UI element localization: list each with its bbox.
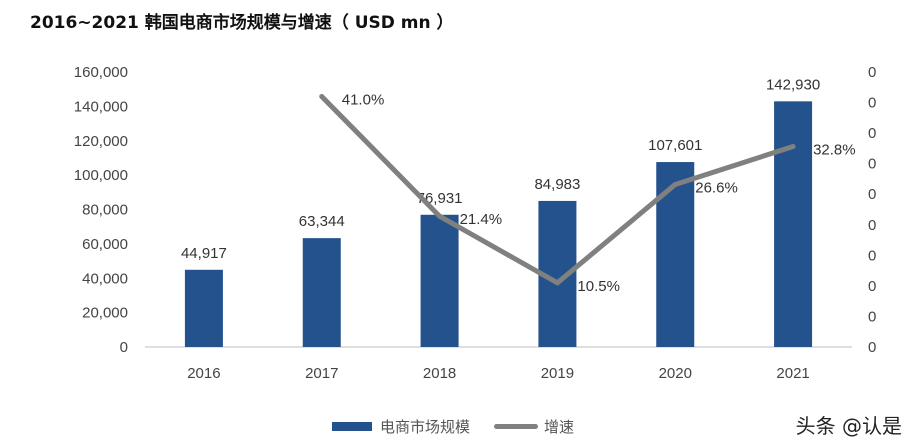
right-axis-tick-label: 0 <box>868 308 876 325</box>
right-axis-tick-label: 0 <box>868 64 876 81</box>
bar-data-label: 44,917 <box>181 245 227 262</box>
x-axis-tick-label: 2016 <box>187 365 220 382</box>
growth-data-label: 32.8% <box>813 142 856 159</box>
left-axis-tick-label: 20,000 <box>82 305 128 322</box>
left-axis-tick-label: 120,000 <box>74 133 128 150</box>
left-axis-tick-label: 0 <box>120 339 128 356</box>
growth-data-label: 10.5% <box>577 278 620 295</box>
bar <box>302 238 341 347</box>
x-axis-tick-label: 2019 <box>541 365 574 382</box>
left-axis-tick-label: 140,000 <box>74 98 128 115</box>
x-axis-tick-label: 2021 <box>776 365 809 382</box>
bar-data-label: 84,983 <box>534 176 580 193</box>
left-axis-tick-label: 100,000 <box>74 167 128 184</box>
left-axis-tick-label: 60,000 <box>82 236 128 253</box>
left-axis-tick-label: 40,000 <box>82 270 128 287</box>
growth-data-label: 41.0% <box>342 91 385 108</box>
growth-data-label: 26.6% <box>695 179 738 196</box>
growth-point <box>554 280 560 286</box>
bar <box>420 214 459 347</box>
right-axis-tick-label: 0 <box>868 247 876 264</box>
left-axis-tick-label: 80,000 <box>82 202 128 219</box>
right-axis-tick-label: 0 <box>868 95 876 112</box>
right-axis-tick-label: 0 <box>868 278 876 295</box>
bar-data-label: 107,601 <box>648 137 702 154</box>
bar <box>184 269 223 347</box>
right-axis-tick-label: 0 <box>868 156 876 173</box>
right-axis-tick-label: 0 <box>868 186 876 203</box>
growth-point <box>437 213 443 219</box>
bar-data-label: 63,344 <box>299 213 345 230</box>
bar-data-label: 142,930 <box>766 76 820 93</box>
x-axis-tick-label: 2017 <box>305 365 338 382</box>
growth-point <box>319 93 325 99</box>
x-axis-tick-label: 2020 <box>659 365 692 382</box>
bar <box>774 101 813 347</box>
right-axis-tick-label: 0 <box>868 125 876 142</box>
legend-label-bar: 电商市场规模 <box>380 418 471 436</box>
watermark: 头条 @认是 <box>795 414 902 438</box>
right-axis-tick-label: 0 <box>868 217 876 234</box>
legend-swatch-line <box>494 424 539 429</box>
x-axis-tick-label: 2018 <box>423 365 456 382</box>
growth-point <box>790 144 796 150</box>
growth-point <box>672 181 678 187</box>
chart-title: 2016~2021 韩国电商市场规模与增速（ USD mn ） <box>30 13 454 33</box>
legend-swatch-bar <box>332 422 372 431</box>
bar <box>656 162 695 347</box>
legend: 电商市场规模 增速 <box>332 416 574 437</box>
legend-label-line: 增速 <box>544 418 575 436</box>
left-axis-tick-label: 160,000 <box>74 64 128 81</box>
right-axis-tick-label: 0 <box>868 339 876 356</box>
growth-data-label: 21.4% <box>460 211 503 228</box>
